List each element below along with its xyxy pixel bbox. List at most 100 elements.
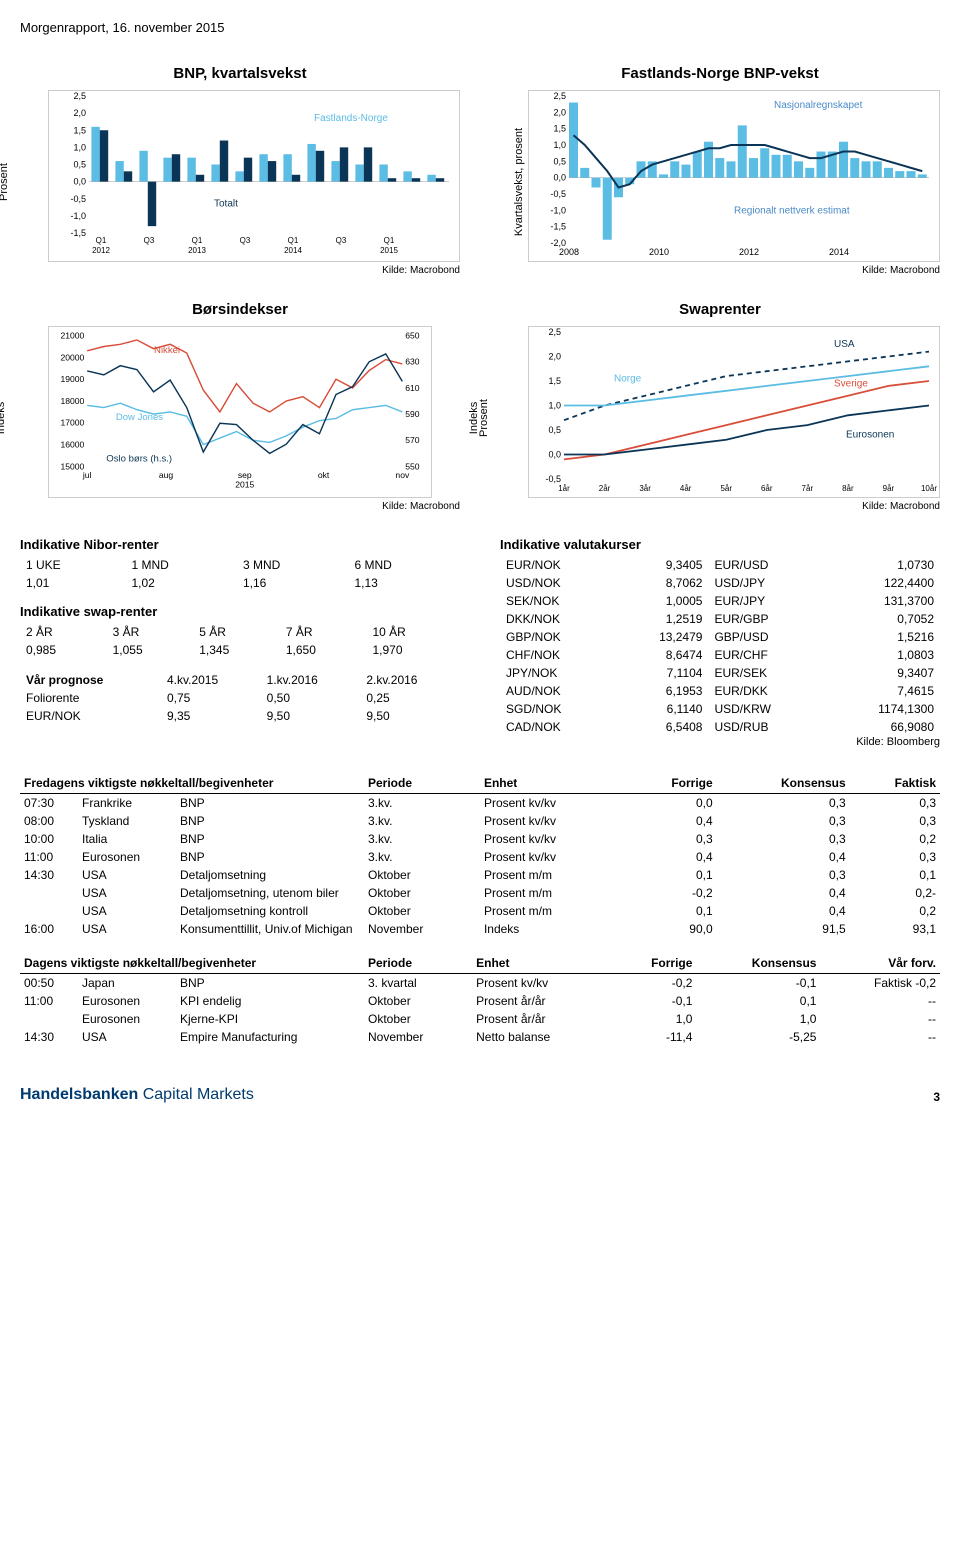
table-cell: Empire Manufacturing [176,1028,364,1046]
table-cell: JPY/NOK [500,664,614,682]
table-cell: EUR/DKK [708,682,824,700]
svg-text:650: 650 [405,330,420,340]
table-cell: 0,3 [626,830,716,848]
table-header: Faktisk [850,773,940,794]
table-cell: 9,35 [161,707,261,725]
svg-text:1,0: 1,0 [548,401,561,411]
svg-text:1,5: 1,5 [553,124,566,134]
table-cell: 1,02 [125,574,237,592]
table-header: Konsensus [696,953,820,974]
table-cell: Detaljomsetning, utenom biler [176,884,364,902]
table-cell: USD/NOK [500,574,614,592]
table-cell: 1,650 [280,641,367,659]
table-cell: CHF/NOK [500,646,614,664]
chart-svg: 2,52,01,51,00,50,0-0,51år2år3år4år5år6år… [529,327,939,497]
table-cell: 0,3 [717,794,850,813]
svg-text:16000: 16000 [60,439,84,449]
table-cell: 0,7052 [825,610,940,628]
nibor-table: 1 UKE1 MND3 MND6 MND1,011,021,161,13 [20,556,460,592]
svg-text:19000: 19000 [60,374,84,384]
svg-text:Dow Jones: Dow Jones [116,412,163,423]
table-cell: USA [78,902,176,920]
table-cell: GBP/USD [708,628,824,646]
svg-text:2014: 2014 [829,247,849,257]
svg-text:-0,5: -0,5 [545,474,561,484]
table-header: Enhet [472,953,612,974]
table-cell: 0,0 [626,794,716,813]
y-axis-label: Prosent [478,399,490,437]
table-cell: Oktober [364,866,480,884]
table-cell: USD/RUB [708,718,824,736]
page-number: 3 [933,1090,940,1104]
table-cell: -11,4 [612,1028,696,1046]
svg-text:Totalt: Totalt [214,199,238,210]
table-cell: 0,2 [850,830,940,848]
table-header: 1 UKE [20,556,125,574]
table-cell: -5,25 [696,1028,820,1046]
tables-left: Indikative Nibor-renter 1 UKE1 MND3 MND6… [20,537,460,748]
chart-borsindekser: Børsindekser Indeks Indeks 2100020000190… [20,301,460,512]
table-cell: Prosent m/m [480,866,626,884]
table-cell: BNP [176,830,364,848]
table-cell: -0,2 [626,884,716,902]
chart-row-2: Børsindekser Indeks Indeks 2100020000190… [20,301,940,512]
chart-title: Børsindekser [20,301,460,318]
tables-section: Indikative Nibor-renter 1 UKE1 MND3 MND6… [20,537,940,748]
table-cell: Detaljomsetning kontroll [176,902,364,920]
svg-text:Nasjonalregnskapet: Nasjonalregnskapet [774,100,863,111]
table-cell: 10:00 [20,830,78,848]
table-cell: Prosent kv/kv [480,830,626,848]
table-cell: Oktober [364,992,472,1010]
table-cell: 131,3700 [825,592,940,610]
table-cell: 9,50 [360,707,460,725]
table-cell: Eurosonen [78,992,176,1010]
report-header: Morgenrapport, 16. november 2015 [20,20,940,35]
chart-source: Kilde: Macrobond [500,265,940,276]
svg-text:-1,0: -1,0 [70,211,86,221]
svg-text:1år: 1år [558,484,570,493]
svg-text:sep: sep [238,470,252,480]
table-cell: SGD/NOK [500,700,614,718]
table-cell: 1,0730 [825,556,940,574]
svg-text:Eurosonen: Eurosonen [846,430,894,441]
svg-text:2012: 2012 [92,246,110,255]
table-cell: SEK/NOK [500,592,614,610]
table-cell: -- [820,1010,940,1028]
svg-text:15000: 15000 [60,461,84,471]
table-cell: 0,50 [261,689,361,707]
table-cell: 9,3407 [825,664,940,682]
table-cell: 0,3 [850,848,940,866]
fredag-table: Fredagens viktigste nøkkeltall/begivenhe… [20,773,940,938]
svg-text:Oslo børs (h.s.): Oslo børs (h.s.) [106,454,172,465]
table-cell: 0,3 [850,812,940,830]
prognose-table: Vår prognose4.kv.20151.kv.20162.kv.2016F… [20,671,460,725]
svg-text:2,5: 2,5 [73,91,86,101]
table-cell: 08:00 [20,812,78,830]
table-header: 3 ÅR [107,623,194,641]
svg-text:2012: 2012 [739,247,759,257]
svg-text:590: 590 [405,409,420,419]
table-header: 1.kv.2016 [261,671,361,689]
svg-text:3år: 3år [639,484,651,493]
table-cell: November [364,920,480,938]
svg-text:Q3: Q3 [240,236,251,245]
table-cell: -0,2 [612,974,696,993]
swap-title: Indikative swap-renter [20,604,460,619]
table-cell: 1,970 [367,641,461,659]
chart-fastlands-bnp: Fastlands-Norge BNP-vekst Kvartalsvekst,… [500,65,940,276]
table-header: Periode [364,953,472,974]
svg-text:570: 570 [405,435,420,445]
svg-text:8år: 8år [842,484,854,493]
table-cell: 0,4 [717,902,850,920]
table-cell: Prosent kv/kv [480,794,626,813]
table-cell: DKK/NOK [500,610,614,628]
table-cell: 7,4615 [825,682,940,700]
table-cell: 1174,1300 [825,700,940,718]
svg-text:630: 630 [405,357,420,367]
svg-text:21000: 21000 [60,330,84,340]
table-cell: 3.kv. [364,830,480,848]
table-cell: 1,01 [20,574,125,592]
table-cell: 00:50 [20,974,78,993]
svg-text:Q1: Q1 [192,236,203,245]
table-cell: 1,0803 [825,646,940,664]
